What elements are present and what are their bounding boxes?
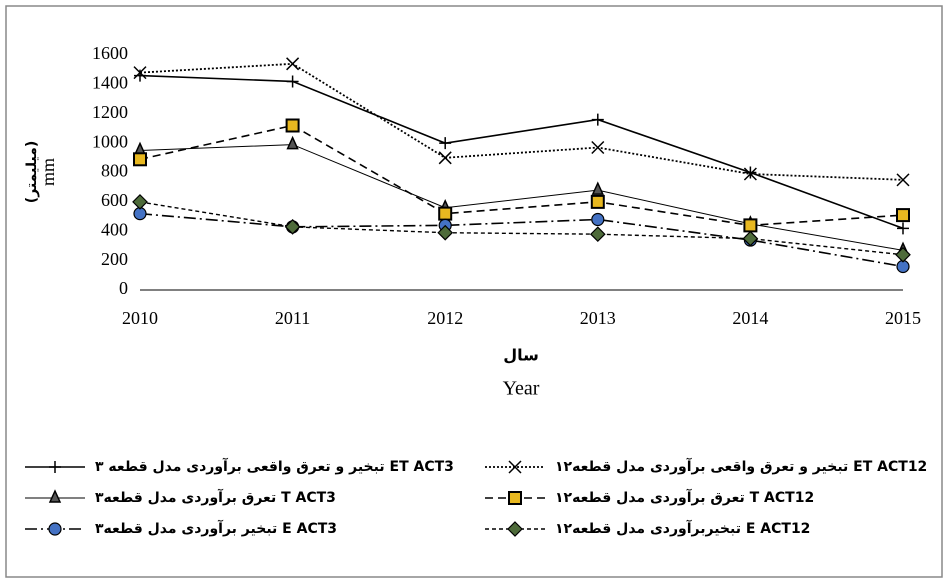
marker	[132, 194, 148, 210]
marker	[591, 141, 605, 155]
marker	[134, 69, 146, 82]
y-axis-label: (میلیمتر)	[24, 141, 40, 203]
marker	[133, 152, 147, 167]
marker	[508, 491, 522, 505]
series-line	[139, 201, 904, 256]
y-tick-label: 800	[101, 161, 128, 181]
marker	[743, 218, 758, 233]
marker	[743, 167, 757, 181]
marker	[439, 137, 452, 150]
series-line	[139, 74, 904, 230]
marker	[896, 173, 910, 187]
marker	[591, 212, 605, 227]
series-line	[139, 212, 904, 268]
y-tick-label: 0	[119, 278, 128, 298]
x-tick-label: 2011	[275, 308, 310, 328]
series-line	[139, 62, 904, 181]
legend-label: تبخیر و تعرق واقعی برآوردی مدل قطعه۱۲ ET…	[555, 457, 927, 475]
marker	[897, 222, 909, 235]
marker	[742, 230, 759, 247]
legend-label: تبخیر و تعرق واقعی برآوردی مدل قطعه ۳ ET…	[95, 457, 454, 475]
legend-label: تعرق برآوردی مدل قطعه۳ T ACT3	[95, 488, 336, 506]
marker	[589, 226, 606, 243]
x-tick-label: 2010	[122, 308, 158, 328]
x-tick-label: 2015	[885, 308, 921, 328]
x-tick-label: 2014	[732, 308, 768, 328]
y-tick-label: 1600	[92, 43, 128, 63]
y-tick-label: 1000	[92, 131, 128, 151]
marker	[49, 461, 61, 473]
marker	[48, 489, 62, 503]
y-axis-label-en: mm	[38, 158, 58, 186]
marker	[591, 113, 604, 126]
legend-label: تبخیر برآوردی مدل قطعه۳ E ACT3	[95, 519, 337, 537]
marker	[286, 135, 299, 150]
marker	[285, 118, 300, 133]
y-tick-label: 200	[101, 249, 128, 269]
marker	[508, 460, 522, 474]
series-line	[139, 144, 904, 251]
marker	[591, 181, 604, 195]
y-tick-label: 1200	[92, 102, 128, 122]
y-tick-label: 600	[101, 190, 128, 210]
marker	[284, 218, 301, 235]
marker	[507, 521, 523, 537]
marker	[437, 224, 454, 241]
marker	[133, 66, 147, 80]
marker	[896, 208, 910, 223]
legend-label: تعرق برآوردی مدل قطعه۱۲ T ACT12	[555, 488, 814, 506]
marker	[286, 57, 300, 71]
marker	[286, 75, 299, 88]
marker	[48, 522, 62, 536]
chart-frame	[5, 5, 943, 578]
marker	[590, 194, 605, 209]
y-tick-label: 1400	[92, 73, 128, 93]
x-tick-label: 2013	[580, 308, 616, 328]
marker	[895, 246, 911, 263]
legend-label: تبخیربرآوردی مدل قطعه۱۲ E ACT12	[555, 519, 810, 537]
y-tick-label: 400	[101, 219, 128, 239]
x-axis-label-en: Year	[503, 378, 540, 400]
marker	[438, 151, 452, 165]
x-axis-label: سال	[503, 346, 539, 365]
marker	[744, 166, 757, 179]
marker	[438, 206, 453, 221]
x-tick-label: 2012	[427, 308, 463, 328]
series-line	[139, 124, 904, 227]
